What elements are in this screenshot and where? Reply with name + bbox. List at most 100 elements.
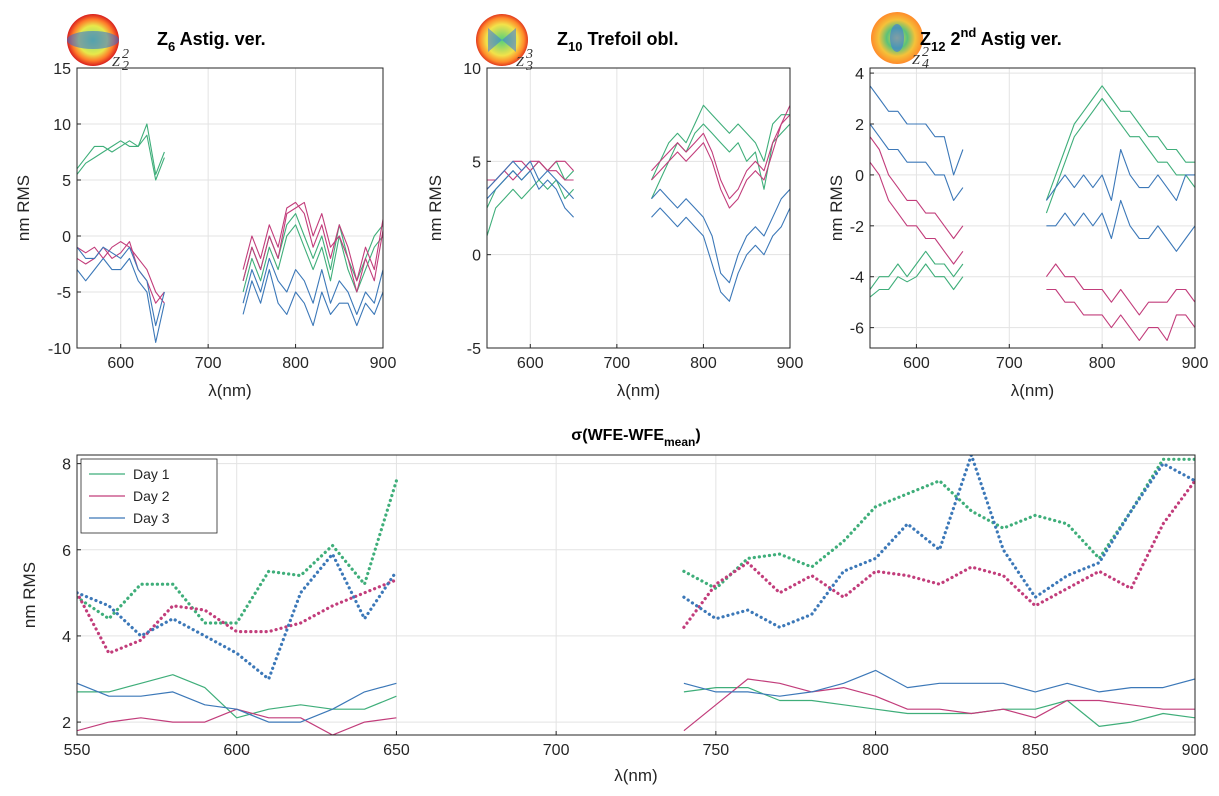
- icon-z10-lobes: [488, 28, 516, 52]
- icon-z12-center: [890, 24, 904, 52]
- y-tick-label: 0: [472, 248, 481, 265]
- title-part: Z: [557, 29, 568, 49]
- x-tick-label: 700: [195, 355, 222, 372]
- plot-area: [77, 68, 383, 348]
- x-tick-label: 800: [862, 742, 889, 759]
- title-part: 2: [945, 29, 960, 49]
- x-tick-label: 800: [1089, 355, 1116, 372]
- dotted-line: [77, 457, 1195, 625]
- axes-box: [76, 454, 1196, 736]
- series-line: [870, 136, 1195, 316]
- y-tick-label: 0: [62, 229, 71, 246]
- series-line: [870, 161, 1195, 341]
- x-axis-label: λ(nm): [1011, 381, 1054, 400]
- series-line: [77, 201, 383, 304]
- series-line: [870, 97, 1195, 298]
- x-tick-label: 600: [107, 355, 134, 372]
- icon-label: 3: [525, 47, 533, 62]
- y-tick-label: 4: [62, 629, 71, 646]
- icon-label: Z: [912, 53, 920, 68]
- chart-title: Z12 2nd Astig ver.: [920, 25, 1062, 54]
- title-part: Trefoil obl.: [582, 29, 678, 49]
- title-part: Z: [920, 29, 931, 49]
- title-part: 10: [568, 39, 582, 54]
- y-axis-label: nm RMS: [20, 562, 39, 628]
- y-axis-label: nm RMS: [426, 175, 445, 241]
- plot-area: [870, 68, 1195, 348]
- series-line: [77, 669, 1195, 723]
- y-tick-label: -10: [48, 341, 71, 358]
- series-line: [487, 123, 790, 237]
- axes-box: [76, 67, 384, 349]
- title-part: σ(WFE-WFE: [571, 427, 664, 444]
- series-line: [77, 123, 383, 293]
- series-line: [487, 160, 790, 284]
- chart: 550 600 650 700 750 800 850 900 2 4 6 8 λ(nm) nm RMS σ…: [20, 427, 1208, 785]
- y-tick-label: 2: [855, 117, 864, 134]
- series-line: [77, 201, 383, 304]
- y-tick-label: 10: [463, 61, 481, 78]
- zernike-icons: [67, 12, 923, 66]
- chart-title: σ(WFE-WFEmean): [571, 427, 700, 449]
- title-part: Astig ver.: [976, 29, 1061, 49]
- title-part: 12: [931, 39, 945, 54]
- title-part: 6: [168, 39, 175, 54]
- title-part: Astig. ver.: [175, 29, 265, 49]
- series-line: [870, 123, 1195, 252]
- x-tick-label: 600: [517, 355, 544, 372]
- y-tick-label: 4: [855, 66, 864, 83]
- x-tick-label: 600: [223, 742, 250, 759]
- x-axis-label: λ(nm): [614, 766, 657, 785]
- x-tick-label: 850: [1022, 742, 1049, 759]
- y-tick-label: 5: [62, 173, 71, 190]
- plot-area: [487, 68, 790, 348]
- title-part: mean: [664, 435, 695, 449]
- x-tick-label: 600: [903, 355, 930, 372]
- series-line: [870, 85, 1195, 290]
- x-tick-label: 900: [370, 355, 397, 372]
- legend-label: Day 2: [133, 488, 170, 504]
- chart-title: Z6 Astig. ver.: [157, 29, 266, 54]
- x-tick-label: 800: [690, 355, 717, 372]
- x-tick-label: 650: [383, 742, 410, 759]
- series-line: [870, 85, 1195, 201]
- icon-label: Z: [516, 55, 524, 70]
- y-tick-label: 10: [53, 117, 71, 134]
- y-tick-label: 5: [472, 154, 481, 171]
- y-tick-label: -6: [850, 321, 864, 338]
- plot-area: [77, 455, 1195, 735]
- x-tick-label: 700: [543, 742, 570, 759]
- x-tick-label: 700: [996, 355, 1023, 372]
- y-tick-label: -4: [850, 270, 864, 287]
- y-tick-label: 8: [62, 457, 71, 474]
- y-tick-label: -5: [467, 341, 481, 358]
- icon-label: Z: [112, 55, 120, 70]
- x-axis-label: λ(nm): [208, 381, 251, 400]
- x-tick-label: 700: [604, 355, 631, 372]
- x-tick-label: 900: [1182, 742, 1209, 759]
- series-line: [77, 257, 383, 343]
- y-tick-label: -2: [850, 219, 864, 236]
- icon-label: 2: [122, 59, 129, 74]
- axes-box: [869, 67, 1196, 349]
- legend-label: Day 3: [133, 510, 170, 526]
- axes-box: [486, 67, 791, 349]
- title-part: ): [695, 427, 700, 444]
- legend: Day 1 Day 2 Day 3: [80, 458, 218, 534]
- icon-label: 2: [922, 45, 929, 60]
- x-tick-label: 900: [1182, 355, 1209, 372]
- y-axis-label: nm RMS: [14, 175, 33, 241]
- x-axis-label: λ(nm): [617, 381, 660, 400]
- y-tick-label: 0: [855, 168, 864, 185]
- x-tick-label: 550: [64, 742, 91, 759]
- dotted-line: [77, 479, 1195, 655]
- title-part: Z: [157, 29, 168, 49]
- icon-label: 3: [525, 59, 533, 74]
- y-tick-label: 2: [62, 715, 71, 732]
- icon-label: 2: [122, 47, 129, 62]
- series-line: [77, 246, 383, 327]
